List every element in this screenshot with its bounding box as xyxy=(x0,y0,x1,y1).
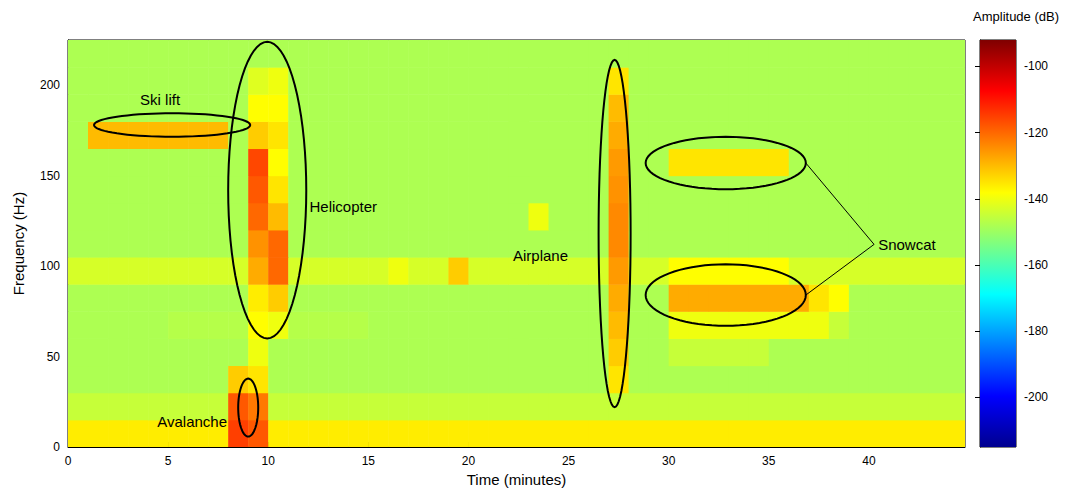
svg-text:35: 35 xyxy=(762,454,776,468)
svg-text:Time (minutes): Time (minutes) xyxy=(467,471,566,488)
svg-text:Frequency (Hz): Frequency (Hz) xyxy=(10,192,27,295)
svg-text:-140: -140 xyxy=(1024,192,1048,206)
svg-text:-180: -180 xyxy=(1024,324,1048,338)
svg-text:Ski lift: Ski lift xyxy=(140,91,181,108)
svg-text:Amplitude (dB): Amplitude (dB) xyxy=(973,9,1059,24)
svg-text:30: 30 xyxy=(662,454,676,468)
svg-text:15: 15 xyxy=(362,454,376,468)
svg-text:20: 20 xyxy=(462,454,476,468)
svg-text:5: 5 xyxy=(165,454,172,468)
svg-text:Avalanche: Avalanche xyxy=(157,413,227,430)
svg-text:50: 50 xyxy=(47,350,61,364)
svg-text:Helicopter: Helicopter xyxy=(310,198,378,215)
svg-text:40: 40 xyxy=(862,454,876,468)
svg-text:150: 150 xyxy=(40,169,60,183)
svg-text:25: 25 xyxy=(562,454,576,468)
svg-text:-100: -100 xyxy=(1024,59,1048,73)
svg-text:0: 0 xyxy=(65,454,72,468)
svg-text:Airplane: Airplane xyxy=(513,247,568,264)
svg-text:Snowcat: Snowcat xyxy=(878,236,936,253)
svg-text:200: 200 xyxy=(40,78,60,92)
svg-text:-120: -120 xyxy=(1024,126,1048,140)
svg-text:0: 0 xyxy=(53,440,60,454)
svg-text:-200: -200 xyxy=(1024,390,1048,404)
svg-text:-160: -160 xyxy=(1024,258,1048,272)
svg-text:100: 100 xyxy=(40,259,60,273)
svg-text:10: 10 xyxy=(262,454,276,468)
